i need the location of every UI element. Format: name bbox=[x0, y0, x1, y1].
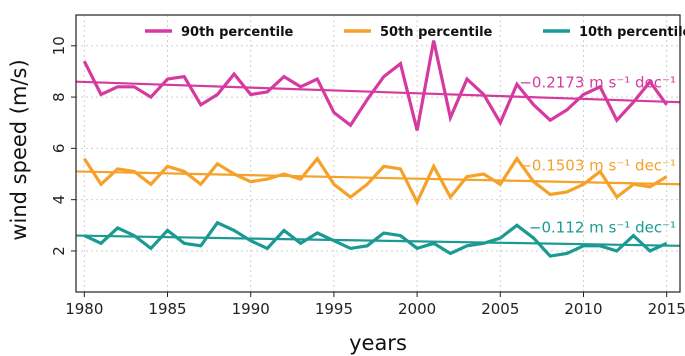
legend: 90th percentile 50th percentile 10th perce… bbox=[145, 25, 685, 40]
x-tick-label: 2010 bbox=[564, 300, 602, 318]
series-line-10th-percentile bbox=[83, 220, 668, 258]
x-tick-label: 1985 bbox=[148, 300, 186, 318]
y-tick-label: 8 bbox=[50, 92, 68, 102]
trend-label-50th-percentile: −0.1503 m s⁻¹ dec⁻¹ bbox=[519, 157, 676, 175]
x-tick-label: 1995 bbox=[315, 300, 353, 318]
y-tick-label: 4 bbox=[50, 195, 68, 205]
legend-label: 90th percentile bbox=[181, 25, 294, 40]
x-tick-label: 2000 bbox=[398, 300, 436, 318]
grid bbox=[76, 15, 680, 292]
trend-line-50th-percentile bbox=[75, 170, 681, 186]
legend-item-90th-percentile: 90th percentile bbox=[145, 25, 294, 40]
series-lines bbox=[82, 40, 668, 258]
x-tick-label: 1980 bbox=[65, 300, 103, 318]
series-line-50th-percentile bbox=[82, 155, 668, 206]
legend-item-50th-percentile: 50th percentile bbox=[344, 25, 493, 40]
y-tick-label: 2 bbox=[50, 246, 68, 256]
y-axis-ticks: 2 4 6 8 10 bbox=[50, 36, 76, 256]
legend-label: 10th percentile bbox=[579, 25, 685, 40]
trend-label-10th-percentile: −0.112 m s⁻¹ dec⁻¹ bbox=[529, 218, 676, 236]
series-line-90th-percentile bbox=[82, 40, 668, 131]
x-axis-label: years bbox=[349, 331, 407, 355]
x-tick-label: 2005 bbox=[481, 300, 519, 318]
trend-labels: −0.2173 m s⁻¹ dec⁻¹ −0.1503 m s⁻¹ dec⁻¹ −0… bbox=[519, 74, 676, 237]
y-tick-label: 10 bbox=[50, 36, 68, 55]
x-tick-label: 2015 bbox=[648, 300, 685, 318]
x-axis-ticks: 1980 1985 1990 1995 2000 2005 2010 2015 bbox=[65, 292, 685, 318]
legend-item-10th-percentile: 10th percentile bbox=[543, 25, 685, 40]
x-tick-label: 1990 bbox=[232, 300, 270, 318]
y-tick-label: 6 bbox=[50, 144, 68, 154]
plot-frame bbox=[75, 14, 681, 293]
trend-label-90th-percentile: −0.2173 m s⁻¹ dec⁻¹ bbox=[519, 74, 676, 92]
legend-label: 50th percentile bbox=[380, 25, 493, 40]
y-axis-label: wind speed (m/s) bbox=[7, 59, 31, 240]
